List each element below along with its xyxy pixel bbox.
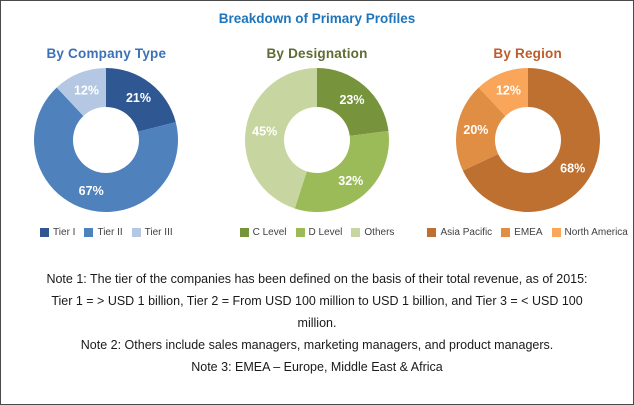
chart-title: By Company Type — [46, 46, 167, 61]
legend-label: Others — [364, 227, 395, 238]
donut-chart-company-type: 21% 67% 12% — [34, 68, 179, 212]
legend-swatch — [501, 228, 511, 237]
donut-slice-others — [244, 67, 317, 209]
notes-block: Note 1: The tier of the companies has be… — [1, 268, 633, 378]
donut-slice-c-level — [317, 68, 389, 136]
note-line: Note 2: Others include sales managers, m… — [80, 338, 554, 352]
legend-designation: C Level D Level Others — [239, 227, 394, 238]
donut-chart-designation: 23% 32% 45% — [244, 67, 389, 213]
legend-label: C Level — [252, 227, 287, 238]
legend-label: Asia Pacific — [440, 227, 493, 238]
legend-item: C Level — [239, 227, 287, 238]
chart-by-designation: By Designation 23% 32% 45% C Level D Level… — [212, 46, 423, 238]
slice-value-label: 21% — [126, 91, 151, 105]
legend-label: D Level — [308, 227, 343, 238]
note-line: million. — [297, 316, 337, 330]
legend-label: Tier III — [144, 227, 173, 238]
chart-by-company-type: By Company Type 21% 67% 12% Tier I Tier II… — [1, 46, 212, 238]
legend-item: Tier II — [84, 227, 123, 238]
legend-swatch — [131, 228, 141, 237]
slice-value-label: 45% — [252, 125, 277, 139]
legend-item: North America — [551, 227, 628, 238]
slice-value-label: 12% — [496, 84, 521, 98]
legend-company-type: Tier I Tier II Tier III — [40, 227, 173, 238]
legend-swatch — [551, 228, 561, 237]
donut-slice-tier-iii — [57, 68, 107, 116]
chart-by-region: By Region 68% 20% 12% Asia Pacific EMEA No… — [422, 46, 633, 238]
donut-slice-asia-pacific — [462, 68, 600, 212]
slice-value-label: 20% — [463, 123, 488, 137]
legend-item: EMEA — [501, 227, 543, 238]
legend-item: D Level — [295, 227, 343, 238]
charts-row: By Company Type 21% 67% 12% Tier I Tier II… — [1, 46, 633, 238]
donut-slice-d-level — [294, 130, 389, 213]
page-title: Breakdown of Primary Profiles — [218, 11, 416, 26]
legend-label: North America — [564, 227, 628, 238]
legend-swatch — [351, 228, 361, 237]
donut-slice-tier-i — [106, 68, 177, 132]
donut-slice-emea — [455, 87, 506, 171]
legend-swatch — [427, 228, 437, 237]
slice-value-label: 67% — [79, 184, 104, 198]
legend-label: Tier II — [97, 227, 123, 238]
legend-item: Asia Pacific — [427, 227, 492, 238]
legend-item: Tier I — [40, 227, 75, 238]
donut-slice-north-america — [478, 68, 528, 116]
legend-item: Others — [351, 227, 394, 238]
legend-label: EMEA — [514, 227, 543, 238]
note-line: Tier 1 = > USD 1 billion, Tier 2 = From … — [51, 294, 583, 308]
note-line: Note 1: The tier of the companies has be… — [46, 272, 588, 286]
note-line: Note 3: EMEA – Europe, Middle East & Afr… — [191, 360, 443, 374]
donut-slice-tier-ii — [34, 87, 179, 212]
legend-swatch — [239, 228, 249, 237]
chart-title: By Designation — [266, 46, 368, 61]
slice-value-label: 68% — [560, 161, 585, 175]
slice-value-label: 12% — [74, 84, 99, 98]
legend-swatch — [40, 228, 50, 237]
legend-swatch — [84, 228, 94, 237]
slice-value-label: 32% — [338, 174, 363, 188]
donut-chart-region: 68% 20% 12% — [455, 68, 600, 212]
chart-title: By Region — [493, 46, 562, 61]
legend-swatch — [295, 228, 305, 237]
slice-value-label: 23% — [339, 93, 364, 107]
legend-region: Asia Pacific EMEA North America — [427, 227, 628, 238]
legend-item: Tier III — [131, 227, 173, 238]
legend-label: Tier I — [53, 227, 76, 238]
